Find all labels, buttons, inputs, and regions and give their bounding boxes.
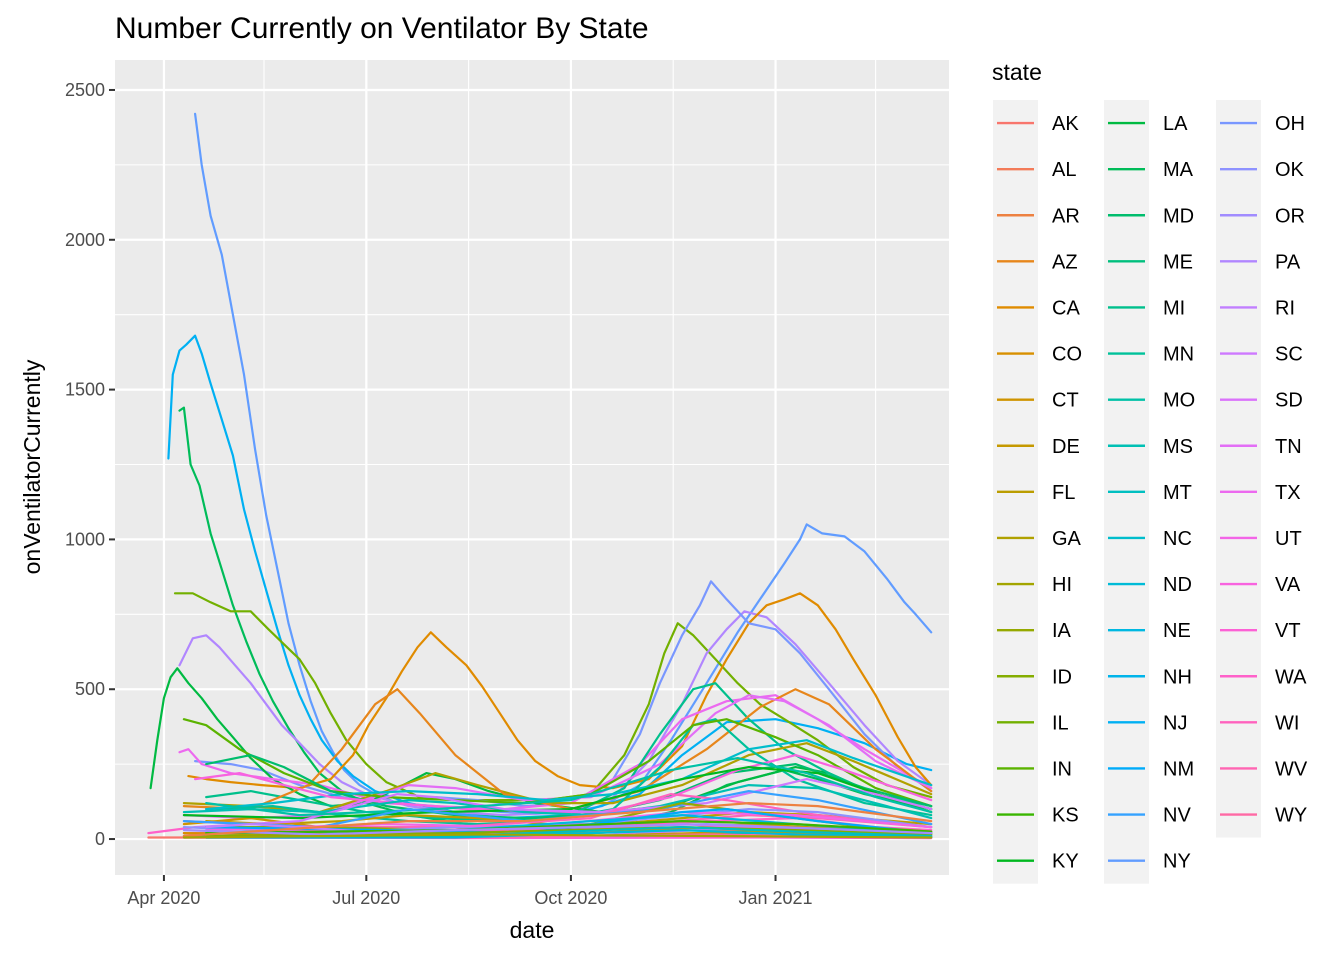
chart-title: Number Currently on Ventilator By State <box>115 12 649 45</box>
legend-label-de: DE <box>1052 436 1080 458</box>
legend-label-fl: FL <box>1052 482 1075 504</box>
legend-label-md: MD <box>1163 205 1194 227</box>
y-tick-label: 2000 <box>65 230 105 250</box>
legend-label-ar: AR <box>1052 205 1080 227</box>
legend-label-ky: KY <box>1052 851 1079 873</box>
legend-label-ok: OK <box>1275 159 1305 181</box>
series-lines <box>147 112 933 840</box>
legend-label-sc: SC <box>1275 344 1303 366</box>
legend-label-nc: NC <box>1163 528 1192 550</box>
legend-label-ne: NE <box>1163 620 1191 642</box>
y-axis-title: onVentilatorCurrently <box>19 359 45 574</box>
legend-title: state <box>992 59 1042 85</box>
series-line-ky <box>182 765 933 820</box>
legend-label-ma: MA <box>1163 159 1194 181</box>
series-line-hi <box>182 833 933 839</box>
legend-label-ri: RI <box>1275 297 1295 319</box>
legend-label-me: ME <box>1163 251 1193 273</box>
x-axis: Apr 2020 Jul 2020 Oct 2020 Jan 2021 <box>127 875 813 908</box>
x-tick-label: Jul 2020 <box>332 888 400 908</box>
y-tick-label: 2500 <box>65 80 105 100</box>
legend-label-wa: WA <box>1275 666 1307 688</box>
legend-label-nd: ND <box>1163 574 1192 596</box>
legend-key-background <box>1216 100 1261 838</box>
legend-label-id: ID <box>1052 666 1072 688</box>
legend-label-wv: WV <box>1275 758 1308 780</box>
series-line-nj <box>167 334 933 820</box>
legend-label-ia: IA <box>1052 620 1072 642</box>
legend-label-la: LA <box>1163 113 1188 135</box>
legend-label-az: AZ <box>1052 251 1078 273</box>
legend-label-nv: NV <box>1163 805 1191 827</box>
legend-label-ms: MS <box>1163 436 1193 458</box>
series-line-ar <box>182 801 933 838</box>
x-tick-label: Apr 2020 <box>127 888 200 908</box>
series-line-il <box>173 592 933 802</box>
legend-label-mn: MN <box>1163 344 1194 366</box>
series-line-ks <box>205 819 933 835</box>
legend-label-ca: CA <box>1052 297 1080 319</box>
legend-label-nh: NH <box>1163 666 1192 688</box>
x-tick-label: Oct 2020 <box>534 888 607 908</box>
legend-label-oh: OH <box>1275 113 1305 135</box>
legend-label-pa: PA <box>1275 251 1301 273</box>
series-line-sc <box>194 777 933 829</box>
legend-label-mi: MI <box>1163 297 1185 319</box>
legend-label-vt: VT <box>1275 620 1301 642</box>
legend-label-mo: MO <box>1163 390 1195 412</box>
legend-label-wy: WY <box>1275 805 1307 827</box>
y-axis: 0 500 1000 1500 2000 2500 <box>65 80 115 849</box>
series-line-mo <box>205 756 933 817</box>
legend-label-nj: NJ <box>1163 712 1187 734</box>
legend-label-ut: UT <box>1275 528 1302 550</box>
series-line-ms <box>182 783 933 820</box>
legend: state AK AL AR AZ CA CO CT DE FL GA HI IA ID IL IN KS KY… <box>992 59 1308 884</box>
legend-label-hi: HI <box>1052 574 1072 596</box>
series-line-ca <box>187 592 933 790</box>
legend-label-ak: AK <box>1052 113 1079 135</box>
legend-label-nm: NM <box>1163 758 1194 780</box>
legend-label-or: OR <box>1275 205 1305 227</box>
legend-label-mt: MT <box>1163 482 1192 504</box>
x-axis-title: date <box>510 917 555 943</box>
legend-label-ks: KS <box>1052 805 1079 827</box>
series-line-mi <box>205 682 933 823</box>
series-line-md <box>205 753 933 820</box>
y-tick-label: 0 <box>95 829 105 849</box>
legend-label-va: VA <box>1275 574 1301 596</box>
legend-label-wi: WI <box>1275 712 1299 734</box>
legend-label-ny: NY <box>1163 851 1191 873</box>
y-tick-label: 500 <box>75 679 105 699</box>
y-tick-label: 1000 <box>65 529 105 549</box>
legend-label-ct: CT <box>1052 390 1079 412</box>
legend-label-al: AL <box>1052 159 1076 181</box>
legend-label-co: CO <box>1052 344 1082 366</box>
series-line-or <box>182 822 933 836</box>
legend-label-tn: TN <box>1275 436 1302 458</box>
legend-label-in: IN <box>1052 758 1072 780</box>
legend-label-sd: SD <box>1275 390 1303 412</box>
y-tick-label: 1500 <box>65 380 105 400</box>
legend-label-tx: TX <box>1275 482 1301 504</box>
series-line-pa <box>178 610 933 817</box>
legend-label-ga: GA <box>1052 528 1082 550</box>
legend-label-il: IL <box>1052 712 1069 734</box>
series-line-az <box>182 688 933 811</box>
x-tick-label: Jan 2021 <box>738 888 812 908</box>
plot-panel <box>115 60 949 875</box>
